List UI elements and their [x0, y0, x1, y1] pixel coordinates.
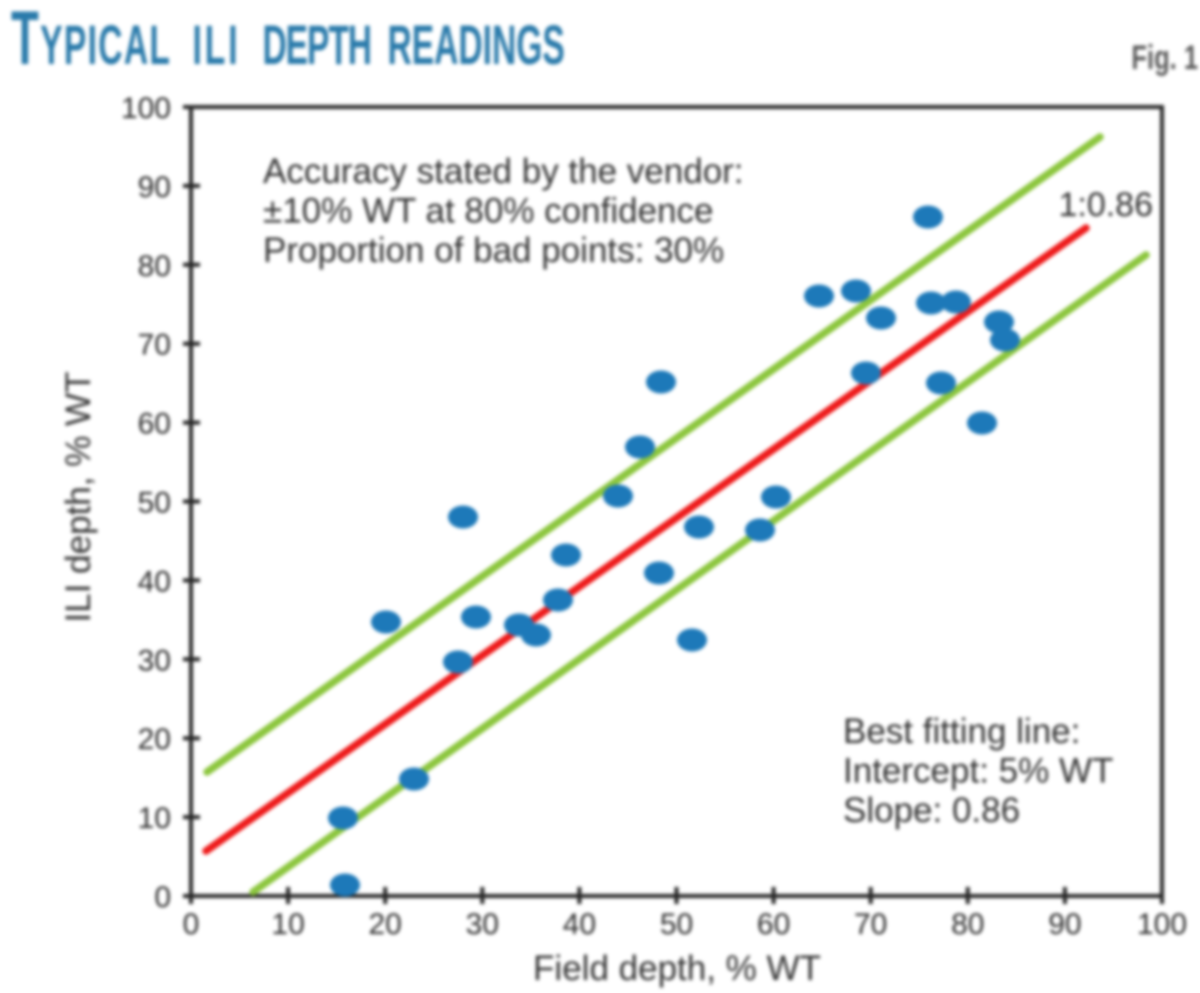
svg-text:40: 40: [563, 908, 596, 941]
svg-text:10: 10: [271, 908, 304, 941]
svg-text:0: 0: [183, 908, 200, 941]
svg-text:70: 70: [138, 329, 171, 362]
svg-text:60: 60: [757, 908, 790, 941]
svg-text:50: 50: [660, 908, 693, 941]
svg-text:Best fitting line:: Best fitting line:: [843, 712, 1080, 751]
svg-text:±10% WT at 80% confidence: ±10% WT at 80% confidence: [263, 192, 713, 231]
svg-text:Accuracy stated by the vendor:: Accuracy stated by the vendor:: [263, 152, 744, 191]
svg-text:100: 100: [1137, 908, 1187, 941]
svg-text:ILI depth, % WT: ILI depth, % WT: [59, 372, 98, 623]
svg-text:90: 90: [138, 171, 171, 204]
svg-text:Intercept: 5% WT: Intercept: 5% WT: [843, 752, 1113, 791]
svg-text:80: 80: [138, 250, 171, 283]
svg-text:30: 30: [138, 644, 171, 677]
svg-text:Proportion of bad points: 30%: Proportion of bad points: 30%: [263, 231, 724, 270]
svg-text:10: 10: [138, 802, 171, 835]
svg-text:Slope: 0.86: Slope: 0.86: [843, 791, 1020, 830]
svg-text:40: 40: [138, 565, 171, 598]
svg-text:60: 60: [138, 408, 171, 441]
svg-text:80: 80: [951, 908, 984, 941]
svg-text:100: 100: [121, 92, 171, 125]
svg-text:90: 90: [1048, 908, 1081, 941]
svg-text:50: 50: [138, 487, 171, 520]
svg-text:Fig. 1: Fig. 1: [1131, 40, 1198, 77]
svg-text:30: 30: [466, 908, 499, 941]
svg-text:70: 70: [854, 908, 887, 941]
svg-text:1:0.86: 1:0.86: [1058, 186, 1153, 224]
svg-text:20: 20: [369, 908, 402, 941]
svg-text:Field depth, % WT: Field depth, % WT: [533, 949, 821, 988]
svg-text:20: 20: [138, 723, 171, 756]
svg-text:0: 0: [154, 881, 171, 914]
